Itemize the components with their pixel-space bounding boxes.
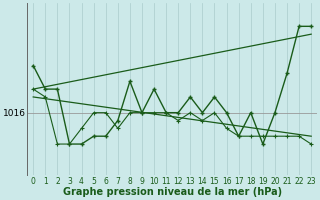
X-axis label: Graphe pression niveau de la mer (hPa): Graphe pression niveau de la mer (hPa) <box>63 187 282 197</box>
